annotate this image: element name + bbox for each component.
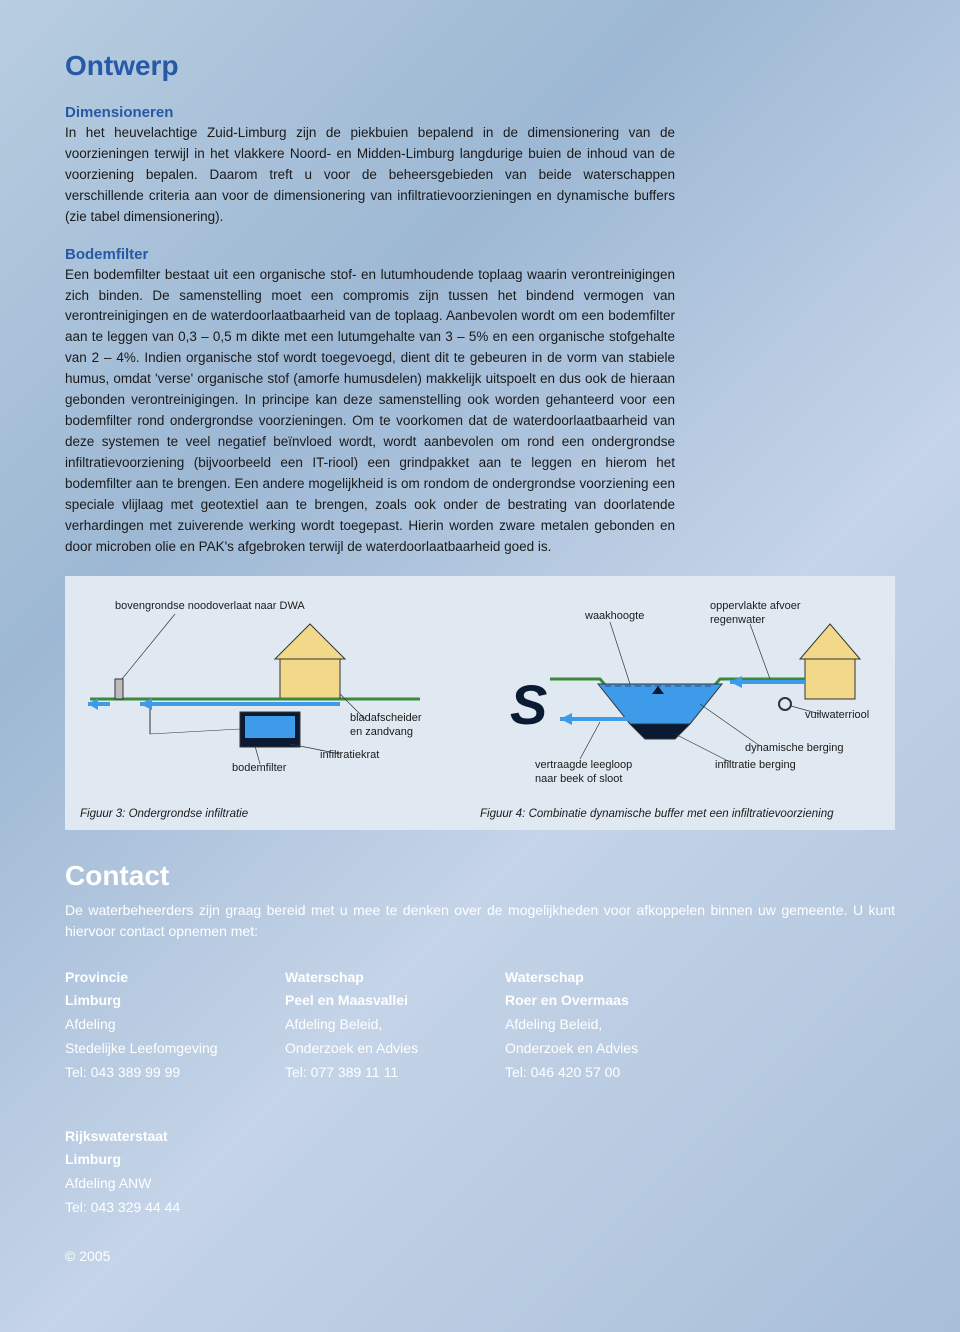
contact-col-0: Provincie Limburg Afdeling Stedelijke Le… xyxy=(65,966,245,1085)
fig3-label-blad: bladafscheider xyxy=(350,712,422,725)
fig4-label-vuil: vuilwaterriool xyxy=(805,709,869,722)
contact-org: Limburg xyxy=(65,989,245,1013)
fig4-label-opp: oppervlakte afvoer xyxy=(710,600,801,613)
contact-line: Onderzoek en Advies xyxy=(285,1037,465,1061)
section2-heading: Bodemfilter xyxy=(65,246,895,263)
contact-org: Waterschap xyxy=(285,966,465,990)
contact-col-3: Rijkswaterstaat Limburg Afdeling ANW Tel… xyxy=(65,1125,245,1220)
contact-line: Afdeling Beleid, xyxy=(505,1013,685,1037)
contact-org: Rijkswaterstaat xyxy=(65,1125,245,1149)
section1-text: In het heuvelachtige Zuid-Limburg zijn d… xyxy=(65,123,675,228)
figure4: waakhoogte oppervlakte afvoer regenwater… xyxy=(480,594,880,820)
fig4-label-waak: waakhoogte xyxy=(585,610,644,623)
fig3-label-zand: en zandvang xyxy=(350,726,413,739)
section1-heading: Dimensioneren xyxy=(65,104,895,121)
page-root: Ontwerp Dimensioneren In het heuvelachti… xyxy=(0,0,960,1294)
figure3: bovengrondse noodoverlaat naar DWA blada… xyxy=(80,594,480,820)
fig3-label-overflow: bovengrondse noodoverlaat naar DWA xyxy=(115,600,305,613)
contact-grid: Provincie Limburg Afdeling Stedelijke Le… xyxy=(65,966,895,1220)
fig3-caption: Figuur 3: Ondergrondse infiltratie xyxy=(80,808,480,820)
section2-text: Een bodemfilter bestaat uit een organisc… xyxy=(65,265,675,558)
fig4-label-inf: infiltratie berging xyxy=(715,759,796,772)
copyright: © 2005 xyxy=(65,1248,895,1264)
figures-container: bovengrondse noodoverlaat naar DWA blada… xyxy=(65,576,895,830)
contact-title: Contact xyxy=(65,860,895,892)
contact-org: Provincie xyxy=(65,966,245,990)
contact-line: Afdeling xyxy=(65,1013,245,1037)
fig4-label-leeg1: vertraagde leegloop xyxy=(535,759,632,772)
contact-line: Stedelijke Leefomgeving xyxy=(65,1037,245,1061)
contact-line: Tel: 043 329 44 44 xyxy=(65,1196,245,1220)
contact-org: Peel en Maasvallei xyxy=(285,989,465,1013)
contact-col-2: Waterschap Roer en Overmaas Afdeling Bel… xyxy=(505,966,685,1085)
contact-col-1: Waterschap Peel en Maasvallei Afdeling B… xyxy=(285,966,465,1085)
contact-line: Tel: 077 389 11 11 xyxy=(285,1061,465,1085)
fig4-label-leeg2: naar beek of sloot xyxy=(535,773,622,786)
fig4-label-regen: regenwater xyxy=(710,614,765,627)
page-title: Ontwerp xyxy=(65,50,895,82)
contact-org: Roer en Overmaas xyxy=(505,989,685,1013)
contact-line: Afdeling ANW xyxy=(65,1172,245,1196)
contact-org: Waterschap xyxy=(505,966,685,990)
contact-line: Tel: 046 420 57 00 xyxy=(505,1061,685,1085)
contact-org: Limburg xyxy=(65,1148,245,1172)
fig3-label-bodemfilter: bodemfilter xyxy=(232,762,286,775)
fig4-caption: Figuur 4: Combinatie dynamische buffer m… xyxy=(480,808,880,820)
contact-line: Afdeling Beleid, xyxy=(285,1013,465,1037)
contact-intro: De waterbeheerders zijn graag bereid met… xyxy=(65,900,895,942)
fig4-label-dyn: dynamische berging xyxy=(745,742,843,755)
fig3-label-krat: infiltratiekrat xyxy=(320,749,379,762)
svg-text:S: S xyxy=(510,673,547,736)
contact-line: Tel: 043 389 99 99 xyxy=(65,1061,245,1085)
contact-line: Onderzoek en Advies xyxy=(505,1037,685,1061)
